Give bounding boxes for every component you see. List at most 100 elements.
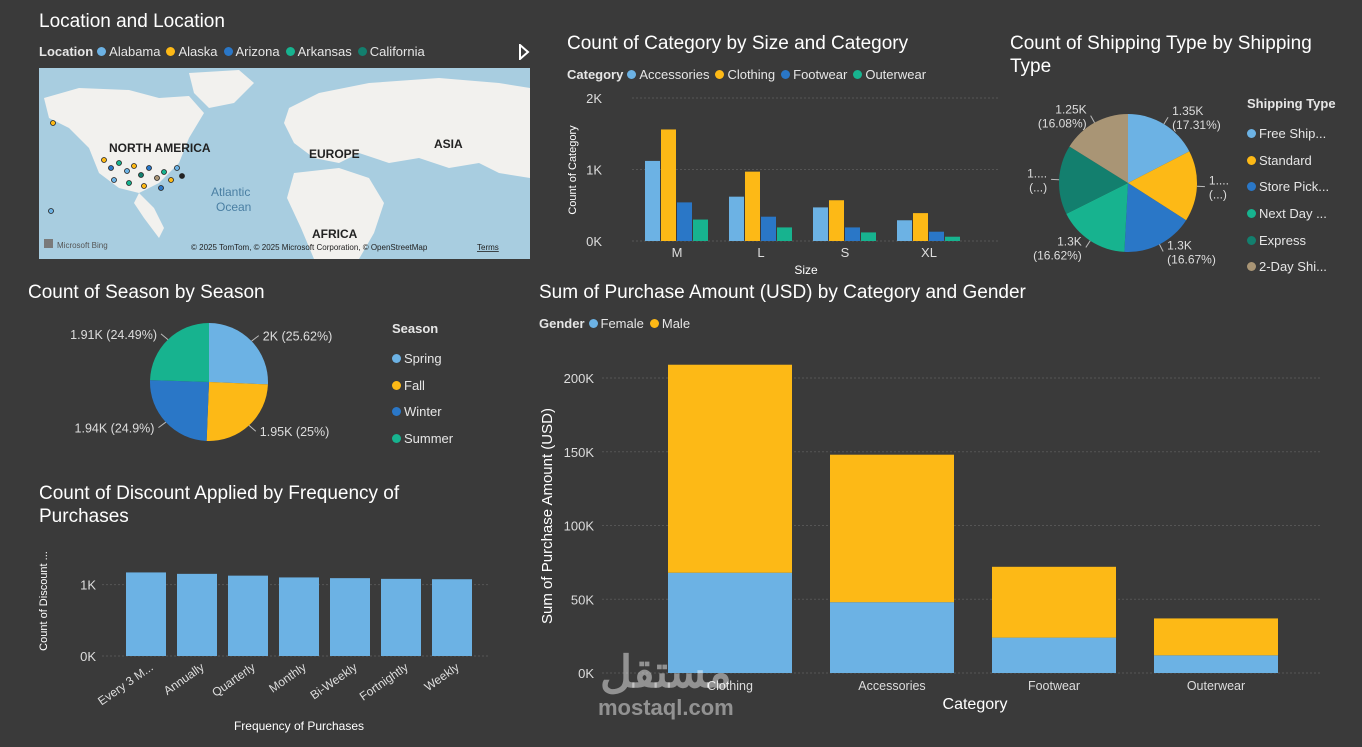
legend-item-arizona[interactable]: Arizona	[223, 44, 280, 59]
discount-xtick-label: Bi-Weekly	[308, 660, 360, 702]
shipping-value-label: 1....	[1209, 174, 1229, 188]
purchase-bar-segment[interactable]	[992, 637, 1116, 673]
bing-logo-icon	[44, 239, 53, 248]
purchase-xaxis-label: Category	[943, 696, 1008, 713]
shipping-slice[interactable]	[1124, 183, 1187, 252]
season-pie-chart[interactable]: 2K (25.62%) 1.95K (25%) 1.94K (24.9%) 1.91K…	[40, 310, 380, 455]
season-slice[interactable]	[209, 323, 268, 385]
map-brand: Microsoft Bing	[57, 241, 108, 250]
season-title: Count of Season by Season	[28, 282, 265, 303]
watermark-latin: mostaql.com	[598, 695, 734, 720]
purchase-stacked-bar-chart[interactable]: 0K 50K 100K 150K 200K Clothing Accessories Foot…	[530, 340, 1330, 720]
size-bar[interactable]	[761, 216, 776, 241]
size-ytick-label: 1K	[586, 163, 602, 178]
purchase-yaxis-label: Sum of Purchase Amount (USD)	[539, 408, 556, 624]
map-points[interactable]	[48, 120, 185, 214]
size-bar[interactable]	[729, 196, 744, 241]
size-bar[interactable]	[777, 227, 792, 241]
size-bar[interactable]	[645, 160, 660, 241]
size-bar[interactable]	[693, 219, 708, 241]
purchase-xtick-label: Outerwear	[1187, 679, 1245, 693]
season-slice[interactable]	[150, 380, 209, 441]
size-bar[interactable]	[897, 220, 912, 241]
season-slice[interactable]	[206, 382, 268, 441]
legend-item-male[interactable]: Male	[649, 316, 690, 331]
size-bar[interactable]	[677, 202, 692, 241]
shipping-slice[interactable]	[1128, 151, 1197, 221]
legend-item-california[interactable]: California	[357, 44, 425, 59]
legend-item-alaska[interactable]: Alaska	[166, 44, 218, 59]
purchase-ytick-label: 0K	[578, 666, 594, 681]
legend-item-fall[interactable]: Fall	[392, 372, 453, 399]
purchase-title: Sum of Purchase Amount (USD) by Category…	[539, 282, 1026, 303]
purchase-bar-segment[interactable]	[830, 602, 954, 673]
size-bar[interactable]	[829, 200, 844, 241]
legend-item-free-shipping[interactable]: Free Ship...	[1247, 120, 1336, 147]
purchase-xtick-label: Clothing	[707, 679, 753, 693]
legend-item-next-day[interactable]: Next Day ...	[1247, 200, 1336, 227]
discount-ytick-label: 0K	[80, 649, 96, 664]
location-title: Location and Location	[39, 11, 225, 32]
map-terms-link[interactable]: Terms	[477, 243, 499, 252]
legend-item-store-pickup[interactable]: Store Pick...	[1247, 173, 1336, 200]
legend-item-arkansas[interactable]: Arkansas	[285, 44, 352, 59]
purchase-ytick-label: 100K	[564, 519, 595, 534]
shipping-pie-chart[interactable]: 1.35K(17.31%)1....(...)1.3K(16.67%)1.3K(…	[1005, 85, 1245, 275]
size-bar[interactable]	[945, 236, 960, 241]
shipping-value-label: 1.35K	[1172, 104, 1203, 118]
legend-item-alabama[interactable]: Alabama	[97, 44, 160, 59]
season-leader-line	[248, 424, 257, 432]
location-map[interactable]: NORTH AMERICA EUROPE ASIA Atlantic Ocean…	[39, 68, 530, 259]
shipping-percent-label: (16.62%)	[1033, 248, 1082, 262]
discount-bar[interactable]	[228, 575, 268, 656]
purchase-bar-segment[interactable]	[1154, 618, 1278, 656]
size-xtick-label: M	[672, 245, 683, 260]
purchase-bar-segment[interactable]	[992, 566, 1116, 638]
purchase-xtick-label: Accessories	[858, 679, 925, 693]
size-bar[interactable]	[813, 207, 828, 241]
season-slice[interactable]	[150, 323, 209, 382]
size-bar[interactable]	[861, 232, 876, 241]
size-bar[interactable]	[913, 213, 928, 241]
size-bar[interactable]	[661, 129, 676, 241]
size-bar-chart[interactable]: 0K 1K 2K M L S XL Size Count of Category	[560, 85, 1005, 280]
shipping-slice[interactable]	[1128, 114, 1190, 183]
size-bar[interactable]	[845, 227, 860, 241]
size-bar[interactable]	[745, 171, 760, 241]
size-chart-title: Count of Category by Size and Category	[567, 33, 909, 54]
discount-bar[interactable]	[432, 579, 472, 656]
legend-item-female[interactable]: Female	[588, 316, 644, 331]
purchase-legend-title: Gender	[539, 316, 585, 331]
legend-item-footwear[interactable]: Footwear	[781, 67, 847, 82]
discount-bar[interactable]	[381, 578, 421, 656]
discount-bar[interactable]	[177, 573, 217, 656]
discount-yaxis-label: Count of Discount ...	[38, 551, 50, 651]
legend-item-winter[interactable]: Winter	[392, 398, 453, 425]
legend-item-accessories[interactable]: Accessories	[627, 67, 709, 82]
legend-item-express[interactable]: Express	[1247, 227, 1336, 254]
purchase-bar-segment[interactable]	[1154, 655, 1278, 673]
size-bar[interactable]	[929, 231, 944, 241]
location-legend-title: Location	[39, 44, 94, 59]
discount-bar[interactable]	[330, 578, 370, 656]
discount-bar[interactable]	[126, 572, 166, 656]
legend-item-spring[interactable]: Spring	[392, 345, 453, 372]
shipping-slice[interactable]	[1069, 114, 1128, 183]
discount-bar-chart[interactable]: 0K 1K Every 3 M... Annually Quarterly Monthly…	[30, 535, 500, 740]
legend-item-2-day[interactable]: 2-Day Shi...	[1247, 253, 1336, 280]
legend-item-summer[interactable]: Summer	[392, 425, 453, 452]
map-label-europe: EUROPE	[309, 147, 360, 161]
shipping-slice[interactable]	[1066, 183, 1128, 252]
legend-next-icon[interactable]	[518, 44, 530, 60]
legend-item-clothing[interactable]: Clothing	[715, 67, 775, 82]
shipping-leader-line	[1163, 116, 1169, 125]
discount-bar[interactable]	[279, 577, 319, 656]
purchase-bar-segment[interactable]	[668, 364, 792, 573]
legend-item-outerwear[interactable]: Outerwear	[853, 67, 926, 82]
shipping-slice[interactable]	[1059, 146, 1128, 214]
purchase-ytick-label: 200K	[564, 371, 595, 386]
legend-item-standard[interactable]: Standard	[1247, 147, 1336, 174]
purchase-bar-segment[interactable]	[830, 454, 954, 603]
discount-xtick-label: Quarterly	[209, 660, 257, 700]
purchase-bar-segment[interactable]	[668, 572, 792, 673]
